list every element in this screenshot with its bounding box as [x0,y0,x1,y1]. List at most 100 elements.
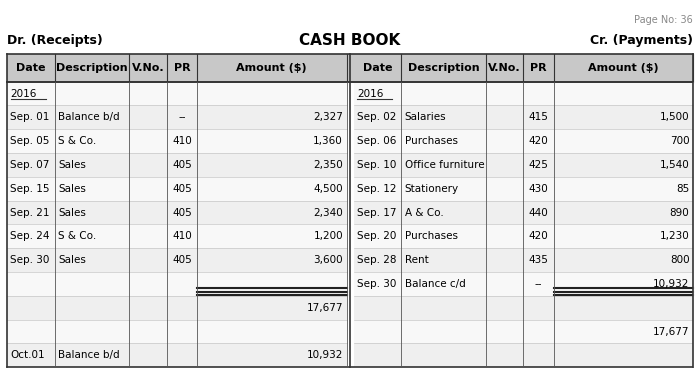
Text: 405: 405 [172,255,192,265]
Text: CASH BOOK: CASH BOOK [300,33,400,48]
Text: 2016: 2016 [357,89,384,99]
Text: Sep. 24: Sep. 24 [10,232,50,242]
Text: 440: 440 [528,207,548,217]
Text: Sep. 02: Sep. 02 [357,112,396,122]
Bar [354,129,693,153]
Text: --: -- [178,112,186,122]
Text: Cr. (Payments): Cr. (Payments) [590,34,693,47]
Text: Description: Description [56,63,127,73]
Bar [354,224,693,248]
Text: Sep. 30: Sep. 30 [10,255,50,265]
Text: 2,327: 2,327 [313,112,343,122]
Text: PR: PR [174,63,190,73]
Text: 890: 890 [670,207,690,217]
Text: S & Co.: S & Co. [58,136,97,146]
Text: V.No.: V.No. [132,63,164,73]
Text: 435: 435 [528,255,549,265]
Text: 405: 405 [172,207,192,217]
Text: Oct.01: Oct.01 [10,350,45,360]
Bar [7,153,346,177]
Bar [354,177,693,201]
Text: --: -- [535,279,542,289]
Text: 420: 420 [528,136,548,146]
Bar [7,54,693,82]
Text: Sep. 01: Sep. 01 [10,112,50,122]
Text: 2016: 2016 [10,89,37,99]
Text: Sep. 21: Sep. 21 [10,207,50,217]
Text: Description: Description [407,63,480,73]
Text: 425: 425 [528,160,549,170]
Bar [354,153,693,177]
Bar [354,105,693,129]
Text: Sep. 10: Sep. 10 [357,160,396,170]
Text: Sales: Sales [58,160,86,170]
Bar [7,248,346,272]
Text: Amount ($): Amount ($) [588,63,659,73]
Text: Balance c/d: Balance c/d [405,279,466,289]
Bar [7,105,346,129]
Text: 430: 430 [528,184,548,194]
Text: 415: 415 [528,112,549,122]
Text: Sep. 28: Sep. 28 [357,255,396,265]
Text: 4,500: 4,500 [314,184,343,194]
Text: A & Co.: A & Co. [405,207,443,217]
Text: 1,540: 1,540 [659,160,690,170]
Text: Page No: 36: Page No: 36 [634,15,693,25]
Text: Stationery: Stationery [405,184,458,194]
Text: 2,350: 2,350 [314,160,343,170]
Text: 800: 800 [670,255,690,265]
Bar [354,201,693,224]
Text: Purchases: Purchases [405,232,458,242]
Bar [7,344,346,367]
Text: Sales: Sales [58,255,86,265]
Text: 1,200: 1,200 [314,232,343,242]
Bar [7,201,346,224]
Bar [354,272,693,296]
Text: S & Co.: S & Co. [58,232,97,242]
Text: 17,677: 17,677 [307,303,343,313]
Text: Amount ($): Amount ($) [237,63,307,73]
Text: 1,500: 1,500 [660,112,689,122]
Text: Salaries: Salaries [405,112,446,122]
Text: Date: Date [363,63,392,73]
Text: 1,230: 1,230 [659,232,690,242]
Text: Sep. 12: Sep. 12 [357,184,396,194]
Text: 10,932: 10,932 [653,279,690,289]
Text: 700: 700 [670,136,690,146]
Text: Rent: Rent [405,255,428,265]
Text: Sep. 20: Sep. 20 [357,232,396,242]
Text: Sep. 06: Sep. 06 [357,136,396,146]
Bar [354,344,693,367]
Text: 410: 410 [172,136,192,146]
Text: PR: PR [530,63,547,73]
Text: 405: 405 [172,184,192,194]
Bar [7,177,346,201]
Text: Sales: Sales [58,184,86,194]
Text: 3,600: 3,600 [314,255,343,265]
Text: Date: Date [16,63,46,73]
Bar [7,129,346,153]
Bar [354,296,693,320]
Text: Sales: Sales [58,207,86,217]
Text: Purchases: Purchases [405,136,458,146]
Text: Balance b/d: Balance b/d [58,112,120,122]
Bar [354,248,693,272]
Text: Sep. 07: Sep. 07 [10,160,50,170]
Text: Sep. 30: Sep. 30 [357,279,396,289]
Text: 405: 405 [172,160,192,170]
Text: 85: 85 [676,184,690,194]
Text: 17,677: 17,677 [653,326,690,336]
Text: Sep. 05: Sep. 05 [10,136,50,146]
Bar [7,320,346,344]
Bar [7,296,346,320]
Text: V.No.: V.No. [489,63,521,73]
Text: 420: 420 [528,232,548,242]
Text: 1,360: 1,360 [314,136,343,146]
Text: 2,340: 2,340 [314,207,343,217]
Text: Office furniture: Office furniture [405,160,484,170]
Bar [354,82,693,105]
Bar [7,82,346,105]
Bar [354,320,693,344]
Bar [7,224,346,248]
Text: Sep. 17: Sep. 17 [357,207,396,217]
